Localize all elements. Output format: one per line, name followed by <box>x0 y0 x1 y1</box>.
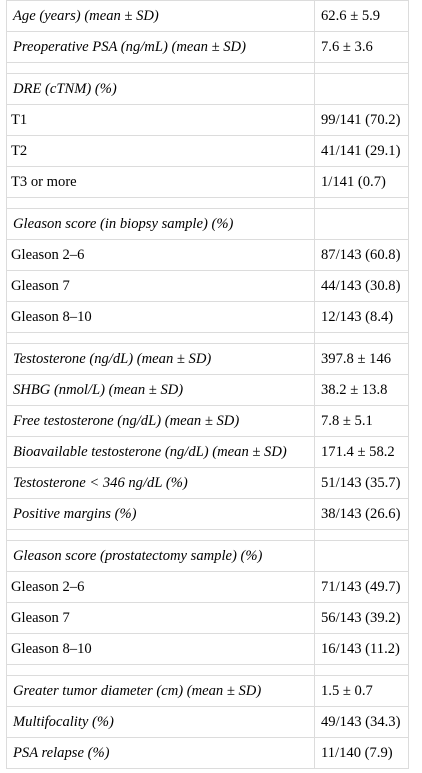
row-value: 38.2 ± 13.8 <box>314 374 409 406</box>
row-label: Positive margins (%) <box>6 498 315 530</box>
row-value: 41/141 (29.1) <box>314 135 409 167</box>
spacer-row <box>6 529 409 541</box>
spacer-cell <box>314 664 409 676</box>
table-row: Age (years) (mean ± SD) 62.6 ± 5.9 <box>6 0 409 32</box>
row-value: 171.4 ± 58.2 <box>314 436 409 468</box>
spacer-cell <box>6 197 315 209</box>
row-label: PSA relapse (%) <box>6 737 315 769</box>
row-value: 397.8 ± 146 <box>314 343 409 375</box>
row-label: Testosterone < 346 ng/dL (%) <box>6 467 315 499</box>
spacer-row <box>6 664 409 676</box>
row-value: 87/143 (60.8) <box>314 239 409 271</box>
row-label: Multifocality (%) <box>6 706 315 738</box>
row-value: 51/143 (35.7) <box>314 467 409 499</box>
table-row: Testosterone < 346 ng/dL (%) 51/143 (35.7… <box>6 467 409 499</box>
table-row: Gleason 2–6 87/143 (60.8) <box>6 239 409 271</box>
row-label: SHBG (nmol/L) (mean ± SD) <box>6 374 315 406</box>
row-label: Gleason 8–10 <box>6 633 315 665</box>
section-label: Gleason score (prostatectomy sample) (%) <box>6 540 315 572</box>
row-value: 7.6 ± 3.6 <box>314 31 409 63</box>
spacer-cell <box>6 664 315 676</box>
table-row: Free testosterone (ng/dL) (mean ± SD) 7.8… <box>6 405 409 437</box>
row-label: Free testosterone (ng/dL) (mean ± SD) <box>6 405 315 437</box>
row-value: 49/143 (34.3) <box>314 706 409 738</box>
section-header-row: Gleason score (in biopsy sample) (%) <box>6 208 409 240</box>
table-row: T2 41/141 (29.1) <box>6 135 409 167</box>
spacer-row <box>6 62 409 74</box>
table-row: Preoperative PSA (ng/mL) (mean ± SD) 7.6 … <box>6 31 409 63</box>
section-header-row: DRE (cTNM) (%) <box>6 73 409 105</box>
table-body: Age (years) (mean ± SD) 62.6 ± 5.9 Preoper… <box>6 0 409 769</box>
patient-characteristics-table: Age (years) (mean ± SD) 62.6 ± 5.9 Preoper… <box>6 0 409 769</box>
row-value: 56/143 (39.2) <box>314 602 409 634</box>
table-row: Greater tumor diameter (cm) (mean ± SD) 1… <box>6 675 409 707</box>
row-label: Testosterone (ng/dL) (mean ± SD) <box>6 343 315 375</box>
row-label: Greater tumor diameter (cm) (mean ± SD) <box>6 675 315 707</box>
row-value: 12/143 (8.4) <box>314 301 409 333</box>
table-row: Bioavailable testosterone (ng/dL) (mean … <box>6 436 409 468</box>
spacer-cell <box>314 197 409 209</box>
row-value: 62.6 ± 5.9 <box>314 0 409 32</box>
row-label: T1 <box>6 104 315 136</box>
table-row: Gleason 8–10 12/143 (8.4) <box>6 301 409 333</box>
row-label: T2 <box>6 135 315 167</box>
row-value: 99/141 (70.2) <box>314 104 409 136</box>
row-value: 16/143 (11.2) <box>314 633 409 665</box>
row-value: 44/143 (30.8) <box>314 270 409 302</box>
table-row: SHBG (nmol/L) (mean ± SD) 38.2 ± 13.8 <box>6 374 409 406</box>
row-value: 7.8 ± 5.1 <box>314 405 409 437</box>
spacer-row <box>6 332 409 344</box>
spacer-cell <box>6 332 315 344</box>
row-label: Gleason 8–10 <box>6 301 315 333</box>
row-label: Preoperative PSA (ng/mL) (mean ± SD) <box>6 31 315 63</box>
row-label: Gleason 7 <box>6 270 315 302</box>
row-value <box>314 208 409 240</box>
row-value: 11/140 (7.9) <box>314 737 409 769</box>
table-row: Testosterone (ng/dL) (mean ± SD) 397.8 ± … <box>6 343 409 375</box>
section-label: Gleason score (in biopsy sample) (%) <box>6 208 315 240</box>
row-value <box>314 540 409 572</box>
section-header-row: Gleason score (prostatectomy sample) (%) <box>6 540 409 572</box>
spacer-cell <box>314 62 409 74</box>
table-row: T3 or more 1/141 (0.7) <box>6 166 409 198</box>
table-row: PSA relapse (%) 11/140 (7.9) <box>6 737 409 769</box>
table-row: Gleason 7 44/143 (30.8) <box>6 270 409 302</box>
spacer-cell <box>6 529 315 541</box>
spacer-row <box>6 197 409 209</box>
row-label: Age (years) (mean ± SD) <box>6 0 315 32</box>
row-label: Gleason 2–6 <box>6 571 315 603</box>
section-label: DRE (cTNM) (%) <box>6 73 315 105</box>
spacer-cell <box>314 529 409 541</box>
table-row: T1 99/141 (70.2) <box>6 104 409 136</box>
spacer-cell <box>6 62 315 74</box>
table-row: Positive margins (%) 38/143 (26.6) <box>6 498 409 530</box>
row-label: Gleason 7 <box>6 602 315 634</box>
table-row: Multifocality (%) 49/143 (34.3) <box>6 706 409 738</box>
table-row: Gleason 8–10 16/143 (11.2) <box>6 633 409 665</box>
table-row: Gleason 7 56/143 (39.2) <box>6 602 409 634</box>
spacer-cell <box>314 332 409 344</box>
row-label: Bioavailable testosterone (ng/dL) (mean … <box>6 436 315 468</box>
row-value: 38/143 (26.6) <box>314 498 409 530</box>
row-label: T3 or more <box>6 166 315 198</box>
row-value <box>314 73 409 105</box>
table-row: Gleason 2–6 71/143 (49.7) <box>6 571 409 603</box>
row-label: Gleason 2–6 <box>6 239 315 271</box>
row-value: 1.5 ± 0.7 <box>314 675 409 707</box>
row-value: 1/141 (0.7) <box>314 166 409 198</box>
row-value: 71/143 (49.7) <box>314 571 409 603</box>
